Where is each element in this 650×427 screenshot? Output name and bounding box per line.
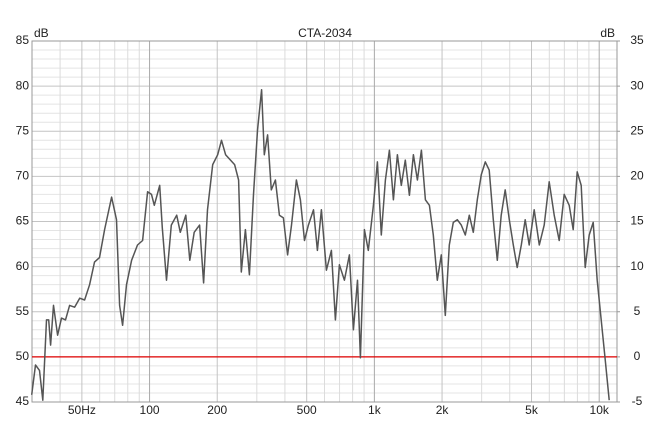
x-tick-label: 1k [368,403,382,417]
y2-tick-label: -5 [632,394,643,408]
x-tick-label: 50Hz [68,403,96,417]
y-tick-label: 80 [16,78,30,92]
y-tick-label: 50 [16,349,30,363]
y2-tick-label: 30 [630,78,644,92]
y-tick-label: 55 [16,304,30,318]
chart-title: CTA-2034 [298,26,352,40]
y2-tick-label: 25 [630,123,644,137]
x-tick-label: 500 [297,403,317,417]
y2-axis-label: dB [600,26,615,40]
x-tick-label: 100 [140,403,160,417]
y-tick-label: 75 [16,123,30,137]
y2-tick-label: 10 [630,259,644,273]
y-tick-label: 60 [16,259,30,273]
plot-frame [31,40,618,403]
y2-tick-label: 35 [630,33,644,47]
y-tick-label: 45 [16,394,30,408]
y2-tick-label: 15 [630,214,644,228]
y-tick-label: 65 [16,214,30,228]
y2-tick-label: 5 [634,304,641,318]
x-tick-label: 200 [207,403,227,417]
x-tick-label: 5k [525,403,539,417]
response-line [30,88,610,401]
x-tick-label: 10k [590,403,610,417]
y2-tick-label: 20 [630,169,644,183]
y-tick-label: 70 [16,169,30,183]
x-tick-label: 2k [436,403,450,417]
y-axis-label: dB [34,26,49,40]
y-tick-label: 85 [16,33,30,47]
y2-tick-label: 0 [634,349,641,363]
